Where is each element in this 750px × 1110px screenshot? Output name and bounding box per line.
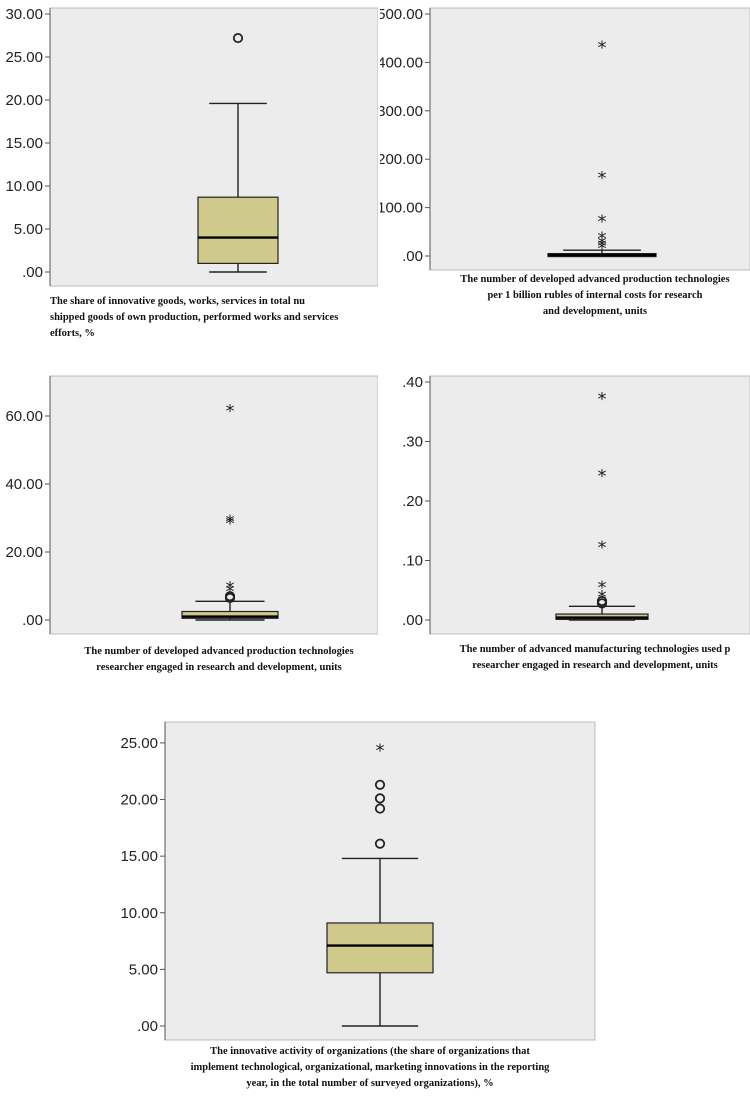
caption-line: researcher engaged in research and devel… [472,660,718,671]
extreme-point: * [598,466,607,487]
y-tick-label: 60.00 [5,408,43,425]
extreme-point: * [598,229,607,250]
y-tick-label: 40.00 [5,476,43,493]
boxplot-chart-5: .00 5.00 10.00 15.00 20.00 25.00 * [120,721,596,1041]
caption-line: shipped goods of own production, perform… [50,312,339,323]
y-tick-label: .10 [402,553,423,570]
extreme-point: * [598,37,607,58]
chart-caption-5: The innovative activity of organizations… [140,1044,600,1092]
box-iqr [181,610,279,619]
caption-line: per 1 billion rubles of internal costs f… [487,290,703,301]
chart-panel-4: .00.10.20.30.40 * * * * * [380,368,750,648]
extreme-point: * [598,168,607,189]
y-tick-label: 15.00 [5,135,43,152]
box-iqr [326,922,434,974]
extreme-point: * [598,538,607,559]
y-tick-label: .00 [402,248,423,265]
caption-line: researcher engaged in research and devel… [96,662,342,673]
extreme-point: * [226,513,235,534]
chart-caption-2: The number of developed advanced product… [440,272,750,320]
box-iqr [197,196,279,264]
outlier-point [374,793,386,804]
y-tick-label: 20.00 [5,544,43,561]
outlier-point [232,32,244,44]
caption-line: The number of developed advanced product… [460,274,730,285]
y-tick-label: 10.00 [5,178,43,195]
y-tick-label: 25.00 [120,735,158,752]
extreme-point: * [598,233,607,254]
outlier-point [374,779,386,790]
y-tick-label: 400.00 [380,54,423,71]
y-tick-label: 500.00 [380,6,423,23]
chart-caption-3: The number of developed advanced product… [60,644,378,676]
extreme-point: * [226,581,235,602]
boxplot-chart-4: .00.10.20.30.40***** [402,374,750,635]
plot-area [429,375,750,635]
chart-caption-4: The number of advanced manufacturing tec… [440,642,750,674]
y-tick-label: 25.00 [5,49,43,66]
y-tick-label: .00 [22,264,43,281]
chart-panel-2: .00 100.00 200.00 300.00 400.00 500.00 * * * * * * * [380,0,750,290]
y-tick-label: 5.00 [129,961,158,978]
extreme-point: * [598,577,607,598]
y-tick-label: 100.00 [380,200,423,217]
y-tick-label: 300.00 [380,103,423,120]
caption-line: The share of innovative goods, works, se… [50,296,306,307]
y-tick-label: .00 [22,612,43,629]
extreme-point: * [598,238,607,259]
y-tick-label: .00 [402,612,423,629]
extreme-point: * [598,587,607,608]
caption-line: efforts, % [50,328,95,339]
outlier-point [224,592,236,603]
y-tick-label: 30.00 [5,6,43,23]
caption-line: implement technological, organizational,… [190,1062,550,1073]
boxplot-chart-1: .00 5.00 10.00 15.00 20.00 25.00 30.00 [5,6,378,287]
chart-caption-1: The share of innovative goods, works, se… [50,294,378,342]
y-tick-label: 200.00 [380,151,423,168]
plot-area [429,7,750,271]
y-tick-label: 5.00 [14,221,43,238]
extreme-point: * [376,741,385,762]
y-tick-label: .20 [402,493,423,510]
caption-line: The number of advanced manufacturing tec… [459,644,731,655]
extreme-point: * [598,212,607,233]
y-tick-label: .40 [402,374,423,391]
outlier-point [374,803,386,814]
outlier-point [596,598,608,609]
extreme-point: * [226,578,235,599]
y-tick-label: 10.00 [120,905,158,922]
y-tick-label: 15.00 [120,848,158,865]
extreme-point: * [598,389,607,410]
y-tick-label: .00 [137,1018,158,1035]
caption-line: year, in the total number of surveyed or… [246,1078,494,1089]
chart-panel-5: .00 5.00 10.00 15.00 20.00 25.00 * [110,714,610,1044]
extreme-point: * [226,512,235,533]
outlier-point [374,838,386,849]
y-tick-label: 20.00 [5,92,43,109]
y-tick-label: 20.00 [120,792,158,809]
chart-panel-1: .00 5.00 10.00 15.00 20.00 25.00 30.00 [0,0,378,290]
caption-line: The number of developed advanced product… [84,646,354,657]
caption-line: and development, units [542,306,648,317]
plot-area [49,375,378,635]
chart-panel-3: .00 20.00 40.00 60.00 * * * * * [0,368,378,648]
extreme-point: * [598,236,607,257]
extreme-point: * [226,401,235,422]
caption-line: The innovative activity of organizations… [210,1046,530,1057]
y-tick-label: .30 [402,434,423,451]
